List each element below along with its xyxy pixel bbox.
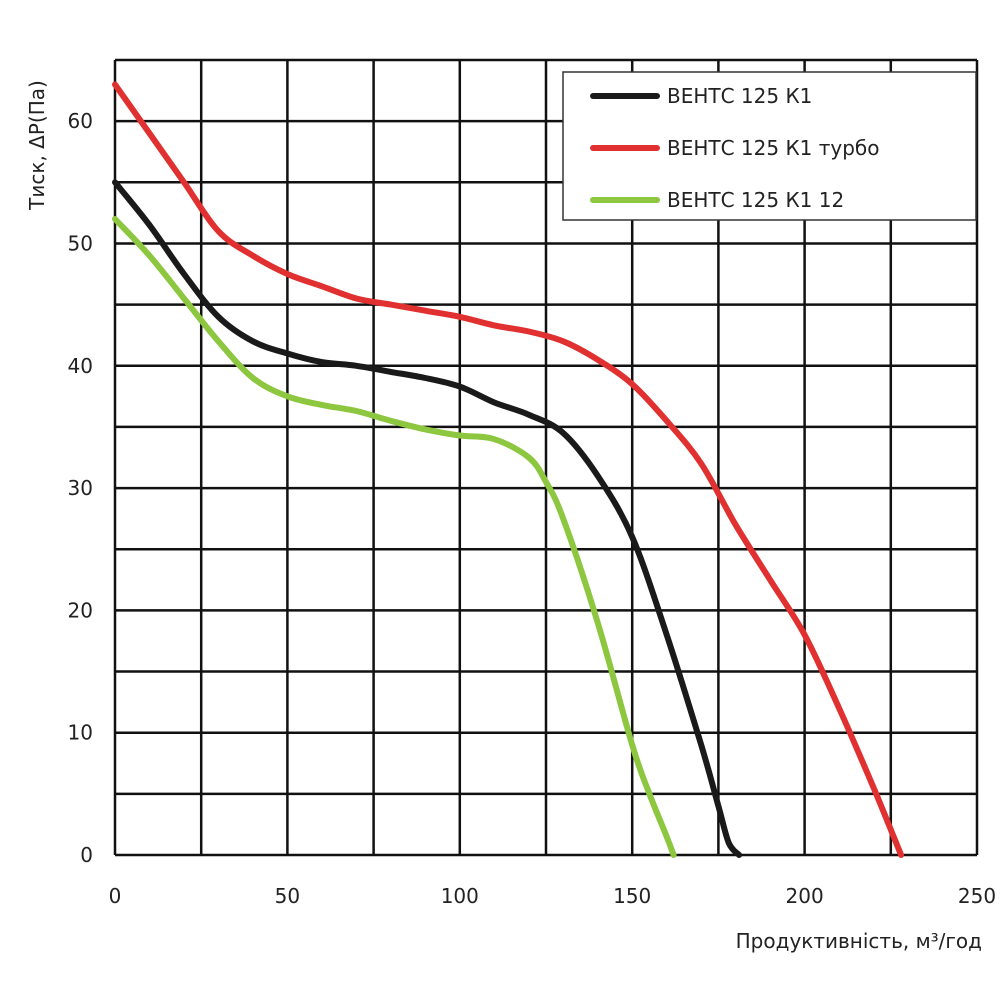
axes: 0 50 100 150 200 250 0 10 20 30 40 50 60 Продуктивніс…: [25, 80, 996, 953]
x-tick-label: 150: [613, 884, 651, 908]
y-tick-label: 50: [68, 231, 93, 255]
y-tick-label: 0: [80, 843, 93, 867]
y-tick-label: 40: [68, 354, 93, 378]
legend-entry-vents-125-k1-turbo-label: ВЕНТС 125 К1 турбо: [667, 136, 880, 160]
x-tick-label: 0: [109, 884, 122, 908]
legend-entry-vents-125-k1-label: ВЕНТС 125 К1: [667, 84, 812, 108]
series-line-vents-125-k1-turbo: [112, 81, 905, 858]
y-tick-label: 10: [68, 721, 93, 745]
y-tick-label: 60: [68, 109, 93, 133]
legend-entry-vents-125-k1-12-label: ВЕНТС 125 К1 12: [667, 188, 844, 212]
x-tick-label: 250: [958, 884, 996, 908]
x-axis-label: Продуктивність, м³/год: [736, 929, 982, 953]
legend: ВЕНТС 125 К1 ВЕНТС 125 К1 турбо ВЕНТС 125 …: [562, 71, 977, 221]
x-tick-label: 200: [786, 884, 824, 908]
x-tick-label: 100: [441, 884, 479, 908]
y-axis-label: Тиск, ΔP(Па): [25, 80, 49, 211]
series-line-vents-125-k1-12: [112, 216, 677, 858]
series-layer: [112, 81, 905, 858]
series-line-vents-125-k1: [112, 179, 743, 858]
y-tick-label: 30: [68, 476, 93, 500]
y-tick-label: 20: [68, 598, 93, 622]
x-tick-label: 50: [275, 884, 300, 908]
